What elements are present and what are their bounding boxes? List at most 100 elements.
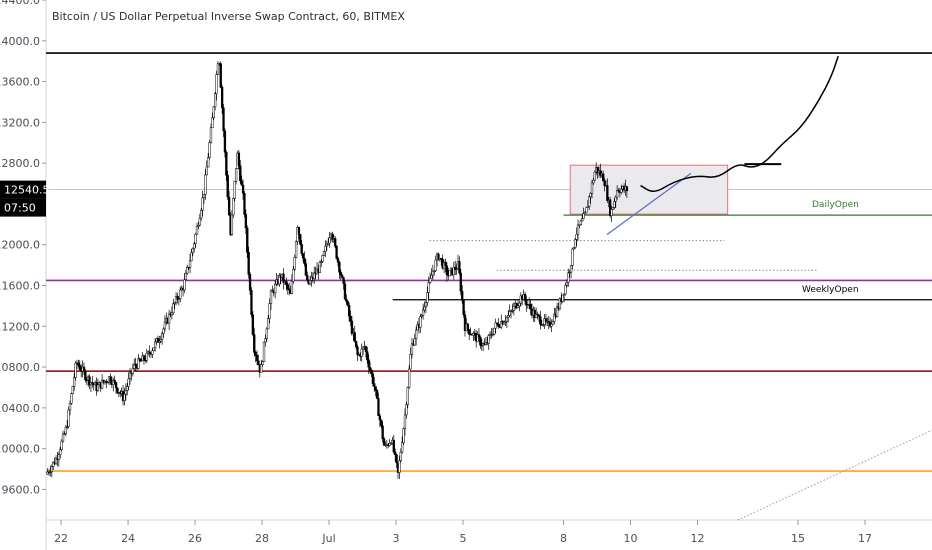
- candle-body: [134, 363, 137, 367]
- candle-body: [67, 409, 70, 427]
- candle-body: [575, 234, 578, 240]
- candle-body: [458, 261, 461, 274]
- candle-body: [613, 201, 616, 208]
- candle-body: [237, 152, 241, 166]
- candle-body: [335, 245, 338, 259]
- candle-body: [377, 398, 380, 416]
- candle-body: [380, 419, 383, 427]
- candle-body: [603, 180, 606, 186]
- candle-body: [74, 363, 77, 378]
- candle-body: [131, 368, 134, 374]
- candle-body: [300, 244, 303, 254]
- candle-body: [278, 275, 281, 285]
- candle-body: [343, 283, 347, 300]
- candle-body: [551, 321, 555, 325]
- candle-body: [585, 207, 588, 213]
- candle-body: [353, 332, 356, 342]
- y-tick-label: 12800.0: [0, 157, 40, 170]
- candle-body: [493, 327, 496, 335]
- candle-body: [529, 303, 532, 310]
- candle-body: [267, 318, 270, 330]
- candle-body: [163, 321, 167, 330]
- candle-body: [341, 275, 344, 278]
- candle-body: [211, 117, 214, 129]
- candle-body: [569, 265, 573, 273]
- candle-body: [71, 386, 74, 394]
- candle-body: [188, 260, 192, 268]
- candle-body: [370, 369, 373, 375]
- candle-body: [320, 261, 323, 263]
- candle-body: [336, 258, 340, 263]
- candle-body: [608, 199, 612, 216]
- candle-body: [495, 322, 499, 325]
- candle-body: [109, 376, 112, 382]
- projection-path: [640, 55, 839, 193]
- candle-body: [361, 346, 365, 350]
- candle-body: [246, 227, 249, 253]
- candle-body: [454, 266, 457, 270]
- candle-body: [297, 227, 301, 235]
- candle-body: [269, 290, 273, 304]
- candle-body: [375, 390, 379, 399]
- candle-body: [64, 427, 67, 435]
- candle-body: [306, 275, 309, 281]
- candle-body: [292, 268, 295, 282]
- candle-body: [346, 301, 349, 306]
- candle-body: [579, 220, 582, 226]
- candle-body: [220, 86, 224, 109]
- candle-body: [138, 358, 141, 361]
- candle-body: [567, 272, 570, 283]
- x-tick-label: 26: [188, 532, 202, 545]
- candle-body: [553, 313, 556, 322]
- candle-body: [261, 361, 264, 365]
- candle-body: [349, 316, 352, 322]
- y-tick-label: 12000.0: [0, 239, 40, 252]
- candle-body: [172, 303, 175, 314]
- candle-body: [204, 174, 207, 195]
- candle-body: [410, 343, 414, 355]
- candle-body: [262, 341, 266, 362]
- candle-body: [463, 314, 467, 332]
- candle-body: [127, 378, 130, 387]
- candle-body: [388, 442, 391, 446]
- dotted-diagonal: [737, 429, 932, 521]
- candle-body: [571, 248, 574, 266]
- candle-body: [574, 239, 577, 248]
- candle-body: [223, 130, 227, 153]
- candle-body: [339, 271, 342, 276]
- candle-body: [239, 165, 242, 181]
- candle-body: [428, 277, 432, 283]
- candle-body: [82, 366, 86, 372]
- candle-body: [588, 196, 591, 207]
- candle-body: [399, 451, 402, 462]
- candle-body: [153, 341, 157, 349]
- candle-body: [402, 428, 405, 443]
- candle-body: [356, 346, 359, 356]
- candle-body: [202, 194, 206, 199]
- candle-body: [504, 321, 507, 323]
- candle-body: [462, 300, 465, 316]
- y-tick-label: 11200.0: [0, 320, 40, 333]
- candle-body: [625, 186, 629, 192]
- candle-body: [347, 305, 351, 317]
- candle-body: [413, 338, 416, 346]
- candle-body: [511, 310, 514, 312]
- drawings: [606, 55, 932, 521]
- candle-body: [406, 387, 409, 405]
- candle-body: [408, 368, 411, 388]
- candle-body: [535, 313, 538, 318]
- candle-body: [542, 324, 545, 326]
- candle-body: [145, 352, 148, 361]
- candle-body: [321, 255, 324, 262]
- candle-body: [286, 284, 289, 290]
- candle-body: [200, 209, 203, 219]
- candle-body: [113, 379, 116, 383]
- candle-body: [151, 350, 154, 355]
- candle-body: [177, 298, 181, 300]
- candle-body: [243, 193, 246, 215]
- candle-body: [260, 364, 263, 373]
- candle-body: [611, 207, 615, 210]
- x-tick-label: 17: [858, 532, 872, 545]
- candle-body: [193, 243, 196, 249]
